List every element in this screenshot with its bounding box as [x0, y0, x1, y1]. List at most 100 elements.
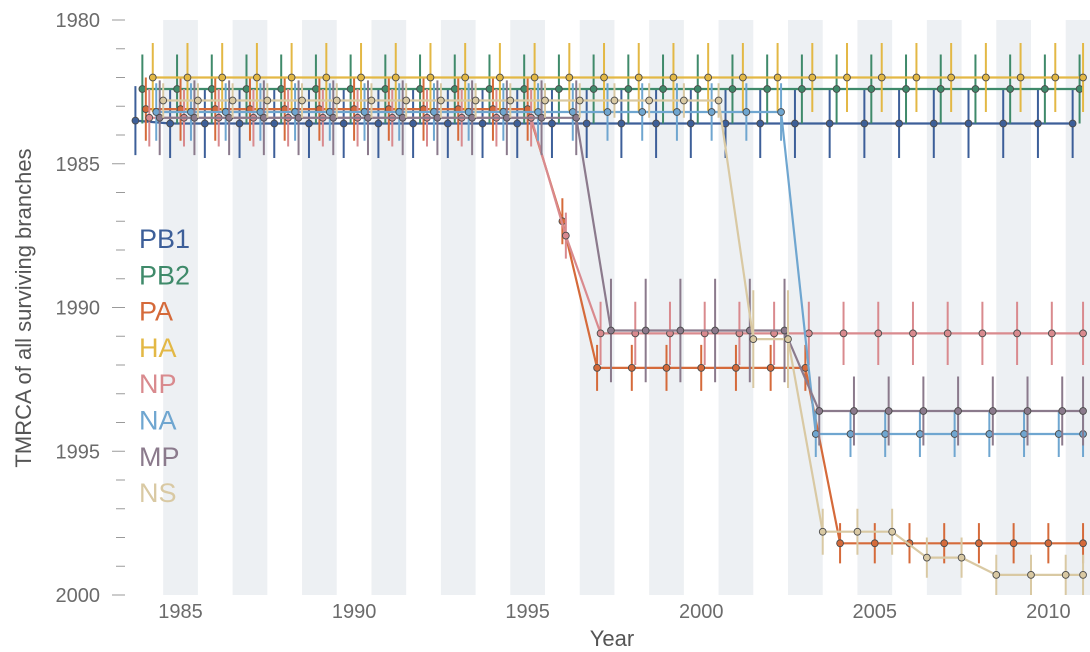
data-point: [287, 73, 296, 82]
data-point: [732, 364, 740, 372]
data-point: [1075, 85, 1084, 93]
data-point: [756, 119, 765, 128]
data-point: [739, 73, 747, 82]
data-point: [954, 407, 962, 415]
data-point: [478, 119, 487, 128]
y-axis: 1980 1985 1990 1995 2000: [56, 10, 125, 607]
data-point: [870, 539, 879, 548]
data-point: [714, 96, 723, 105]
data-point: [766, 364, 775, 372]
data-point: [617, 119, 626, 128]
data-point: [662, 364, 671, 372]
data-point: [749, 335, 758, 343]
data-point: [596, 329, 605, 338]
data-point: [673, 108, 681, 116]
data-point: [881, 430, 890, 438]
data-point: [485, 85, 494, 93]
data-point: [669, 73, 678, 82]
data-point: [1058, 407, 1067, 415]
data-point: [940, 539, 949, 548]
data-point: [367, 96, 376, 105]
data-point: [1013, 329, 1021, 338]
data-point: [1041, 85, 1049, 93]
data-point: [645, 96, 654, 105]
data-point: [693, 85, 702, 93]
y-tick-label: 1990: [56, 298, 101, 320]
data-point: [902, 85, 910, 93]
data-point: [1079, 539, 1087, 548]
data-point: [253, 73, 261, 82]
data-point: [228, 96, 237, 105]
data-point: [638, 108, 647, 116]
data-point: [1016, 73, 1025, 82]
data-point: [971, 85, 980, 93]
year-band: [649, 20, 684, 595]
legend-item-ha: HA: [139, 333, 177, 363]
data-point: [381, 85, 390, 93]
legend-item-mp: MP: [139, 442, 180, 472]
data-point: [461, 73, 470, 82]
series-ns: [159, 83, 1087, 595]
data-point: [450, 85, 459, 93]
data-point: [565, 73, 574, 82]
data-point: [194, 96, 202, 105]
data-point: [773, 73, 782, 82]
data-point: [183, 73, 192, 82]
data-point: [305, 119, 313, 128]
series-line-pb1: [135, 119, 1073, 125]
data-point: [950, 430, 959, 438]
data-point: [263, 96, 272, 105]
data-point: [364, 113, 372, 122]
data-point: [909, 329, 917, 338]
data-point: [676, 326, 685, 335]
data-point: [322, 73, 331, 82]
data-point: [1027, 571, 1035, 579]
data-point: [680, 96, 688, 105]
data-point: [339, 119, 348, 128]
data-point: [791, 119, 799, 128]
data-point: [298, 96, 306, 105]
data-point: [1068, 119, 1077, 128]
data-point: [506, 96, 515, 105]
data-point: [711, 326, 719, 335]
series-pb1: [131, 86, 1077, 158]
data-point: [426, 73, 435, 82]
year-band: [579, 20, 615, 595]
data-point: [707, 108, 716, 116]
data-point: [850, 407, 858, 415]
data-point: [999, 119, 1008, 128]
y-tick-label: 1980: [56, 10, 101, 32]
series-line-ns: [163, 99, 1084, 577]
data-point: [957, 553, 966, 562]
y-tick-label: 1995: [56, 441, 101, 463]
data-point: [537, 113, 546, 122]
data-point: [235, 119, 244, 128]
data-point: [988, 407, 997, 415]
legend-item-ns: NS: [139, 478, 177, 508]
data-point: [839, 329, 848, 338]
data-point: [919, 407, 928, 415]
data-point: [811, 430, 820, 438]
year-band: [718, 20, 754, 595]
data-point: [398, 113, 407, 122]
x-tick-label: 1990: [332, 601, 377, 623]
year-band: [926, 20, 962, 595]
data-point: [704, 73, 713, 82]
y-tick-label: 2000: [56, 585, 101, 607]
data-point: [1061, 571, 1070, 579]
data-point: [433, 113, 442, 122]
data-point: [843, 73, 851, 82]
data-point: [697, 364, 706, 372]
data-point: [332, 96, 341, 105]
data-point: [1023, 407, 1032, 415]
series-line-na: [156, 110, 1084, 436]
data-point: [207, 85, 216, 93]
data-point: [270, 119, 279, 128]
data-point: [912, 73, 921, 82]
x-axis-label: Year: [590, 626, 634, 651]
data-point: [159, 96, 168, 105]
data-point: [374, 119, 383, 128]
data-point: [513, 119, 522, 128]
data-point: [520, 85, 529, 93]
